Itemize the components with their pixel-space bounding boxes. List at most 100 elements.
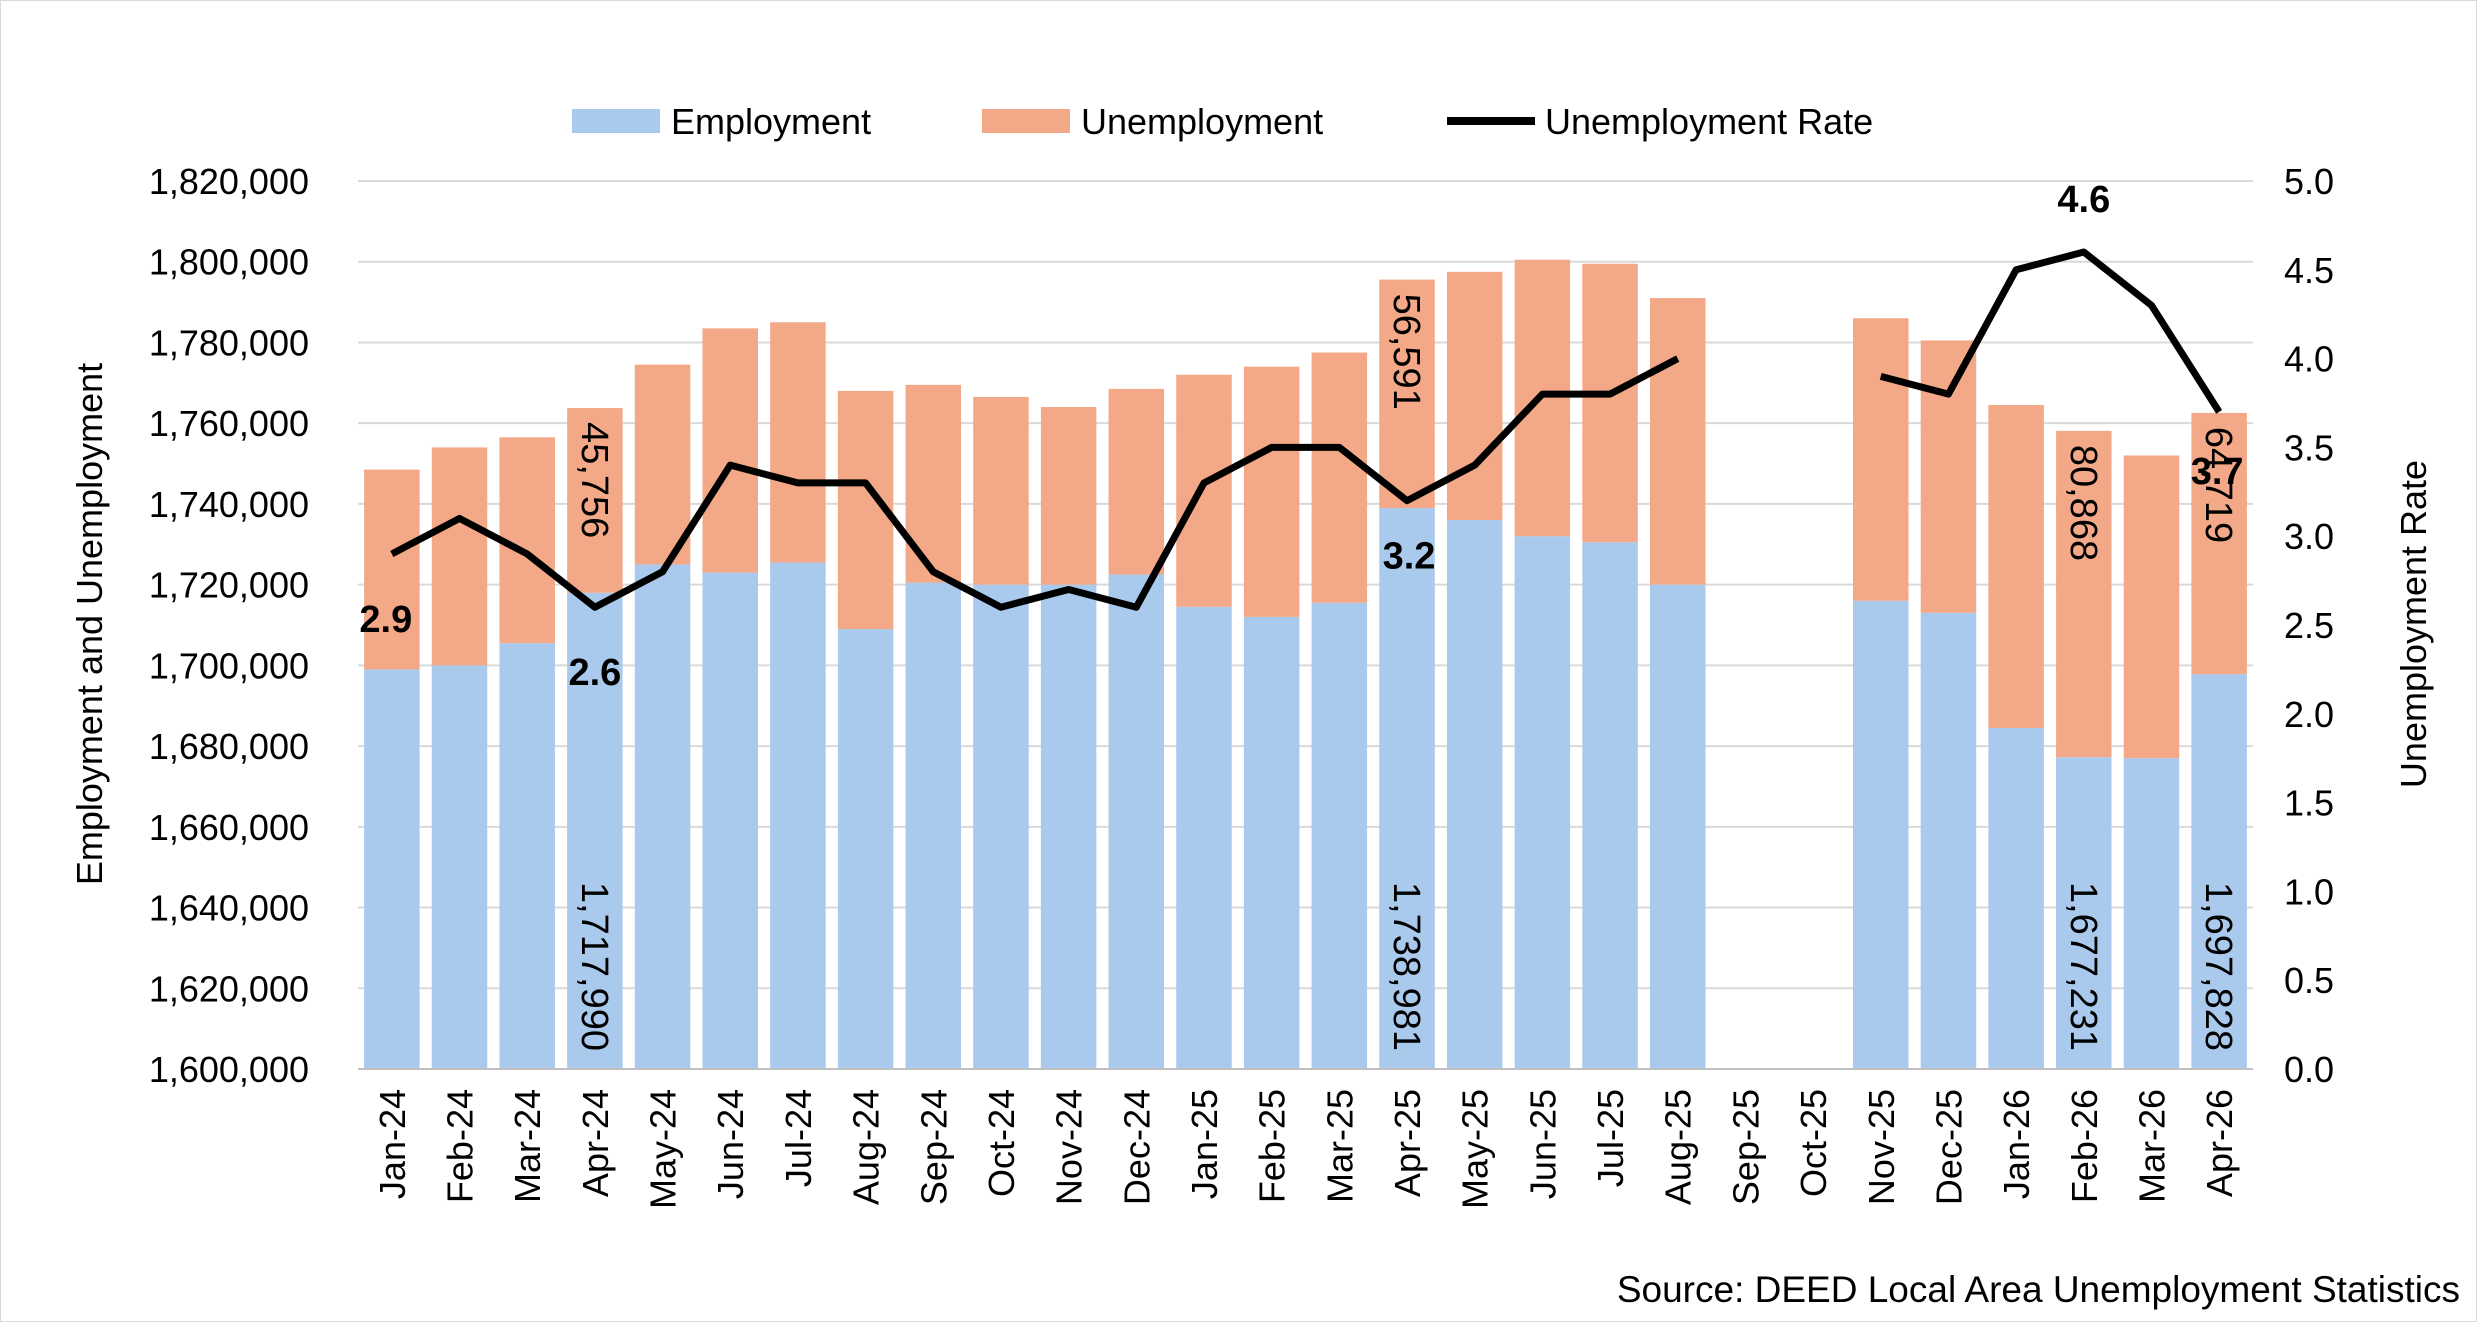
employment-bar bbox=[770, 562, 826, 1069]
y-tick-label: 1,720,000 bbox=[149, 565, 309, 606]
employment-bar bbox=[1514, 536, 1571, 1069]
unemployment-bar bbox=[1988, 405, 2044, 728]
unemployment-data-label: 80,868 bbox=[2062, 445, 2104, 561]
employment-bar bbox=[431, 665, 488, 1069]
legend: Employment Unemployment Unemployment Rat… bbox=[572, 101, 1873, 142]
legend-label-unemployment: Unemployment bbox=[1081, 101, 1323, 142]
unemployment-rate-line bbox=[390, 355, 1680, 611]
unemployment-data-label: 64,719 bbox=[2197, 427, 2239, 543]
y-tick-label: 1,620,000 bbox=[149, 968, 309, 1009]
bar-layer bbox=[364, 259, 2247, 1069]
employment-data-label: 1,717,990 bbox=[573, 882, 615, 1051]
source-note: Source: DEED Local Area Unemployment Sta… bbox=[1617, 1269, 2460, 1310]
y-tick-label: 1,800,000 bbox=[149, 242, 309, 283]
x-tick-label: Jul-24 bbox=[778, 1089, 819, 1187]
y2-tick-label: 4.5 bbox=[2284, 250, 2334, 291]
x-tick-label: Apr-26 bbox=[2199, 1089, 2240, 1197]
y2-tick-label: 5.0 bbox=[2284, 161, 2334, 202]
unemployment-bar bbox=[567, 408, 623, 593]
employment-bar bbox=[2056, 757, 2112, 1069]
y-axis-title: Employment and Unemployment bbox=[69, 363, 110, 885]
employment-bar bbox=[634, 564, 691, 1069]
x-tick-label: Feb-25 bbox=[1252, 1089, 1293, 1203]
x-tick-label: Dec-25 bbox=[1928, 1089, 1969, 1205]
axes-layer: 1,600,000 1,620,000 1,640,000 1,660,000 1,68… bbox=[149, 161, 2334, 1209]
rate-data-label: 2.9 bbox=[359, 599, 412, 641]
y2-tick-label: 4.0 bbox=[2284, 339, 2334, 380]
employment-bar bbox=[1243, 616, 1300, 1069]
employment-bar bbox=[1176, 606, 1232, 1069]
x-tick-label: Jun-24 bbox=[710, 1089, 751, 1199]
employment-bar bbox=[1649, 584, 1706, 1069]
employment-data-label: 1,738,981 bbox=[1385, 882, 1427, 1051]
y2-tick-label: 0.5 bbox=[2284, 960, 2334, 1001]
employment-bar bbox=[567, 592, 623, 1069]
employment-data-label: 1,697,828 bbox=[2197, 882, 2239, 1051]
employment-bar bbox=[2123, 758, 2180, 1069]
x-tick-label: May-25 bbox=[1455, 1089, 1496, 1209]
y2-tick-label: 1.5 bbox=[2284, 783, 2334, 824]
unemployment-rate-line bbox=[1879, 248, 2223, 414]
x-tick-label: Nov-24 bbox=[1049, 1089, 1090, 1205]
x-tick-label: Jun-25 bbox=[1522, 1089, 1563, 1199]
unemployment-bar bbox=[1446, 271, 1503, 521]
y2-tick-label: 3.5 bbox=[2284, 427, 2334, 468]
y2-tick-label: 3.0 bbox=[2284, 516, 2334, 557]
rate-data-label: 3.7 bbox=[2191, 451, 2244, 493]
unemployment-data-label: 56,591 bbox=[1385, 294, 1427, 410]
y2-axis-title: Unemployment Rate bbox=[2393, 460, 2434, 788]
employment-bar bbox=[905, 582, 962, 1069]
employment-bar bbox=[1853, 600, 1909, 1069]
y-tick-label: 1,700,000 bbox=[149, 645, 309, 686]
unemployment-bar bbox=[2191, 412, 2247, 675]
unemployment-bar bbox=[1311, 352, 1368, 603]
unemployment-bar bbox=[431, 447, 488, 666]
x-tick-label: Feb-26 bbox=[2064, 1089, 2105, 1203]
x-tick-label: Jan-25 bbox=[1184, 1089, 1225, 1199]
legend-label-unemployment-rate: Unemployment Rate bbox=[1545, 101, 1873, 142]
x-tick-label: Jul-25 bbox=[1590, 1089, 1631, 1187]
legend-label-employment: Employment bbox=[671, 101, 871, 142]
legend-swatch-unemployment bbox=[982, 109, 1070, 133]
x-tick-label: Aug-24 bbox=[846, 1089, 887, 1205]
unemployment-bar bbox=[1649, 298, 1706, 585]
y2-tick-label: 0.0 bbox=[2284, 1049, 2334, 1090]
unemployment-bar bbox=[2123, 455, 2180, 759]
unemployment-bar bbox=[1379, 279, 1435, 509]
x-tick-label: Mar-24 bbox=[507, 1089, 548, 1203]
rate-data-label: 2.6 bbox=[568, 652, 621, 694]
unemployment-bar bbox=[364, 469, 420, 670]
x-tick-label: Dec-24 bbox=[1116, 1089, 1157, 1205]
x-tick-label: Jan-24 bbox=[372, 1089, 413, 1199]
unemployment-bar bbox=[702, 328, 758, 573]
y-tick-label: 1,660,000 bbox=[149, 807, 309, 848]
y-tick-label: 1,640,000 bbox=[149, 888, 309, 929]
unemployment-bar bbox=[770, 322, 826, 563]
x-tick-label: Sep-24 bbox=[913, 1089, 954, 1205]
employment-bar bbox=[1311, 602, 1368, 1069]
employment-bar bbox=[2191, 674, 2247, 1069]
unemployment-bar bbox=[1176, 374, 1232, 607]
employment-bar bbox=[1988, 727, 2044, 1069]
unemployment-bar bbox=[1108, 388, 1165, 575]
x-tick-label: May-24 bbox=[643, 1089, 684, 1209]
legend-swatch-employment bbox=[572, 109, 660, 133]
employment-bar bbox=[1108, 574, 1165, 1069]
unemployment-bar bbox=[499, 437, 555, 644]
y-tick-label: 1,600,000 bbox=[149, 1049, 309, 1090]
unemployment-bar bbox=[973, 396, 1029, 585]
y2-tick-label: 1.0 bbox=[2284, 871, 2334, 912]
unemployment-bar bbox=[2056, 430, 2112, 758]
x-tick-label: Nov-25 bbox=[1861, 1089, 1902, 1205]
y-tick-label: 1,760,000 bbox=[149, 403, 309, 444]
x-tick-label: Jan-26 bbox=[1996, 1089, 2037, 1199]
x-tick-label: Feb-24 bbox=[440, 1089, 481, 1203]
x-tick-label: Apr-25 bbox=[1387, 1089, 1428, 1197]
unemployment-bar bbox=[1582, 263, 1638, 543]
unemployment-bar bbox=[1853, 318, 1909, 601]
y2-tick-label: 2.5 bbox=[2284, 605, 2334, 646]
x-tick-label: Oct-25 bbox=[1793, 1089, 1834, 1197]
employment-bar bbox=[499, 643, 555, 1069]
